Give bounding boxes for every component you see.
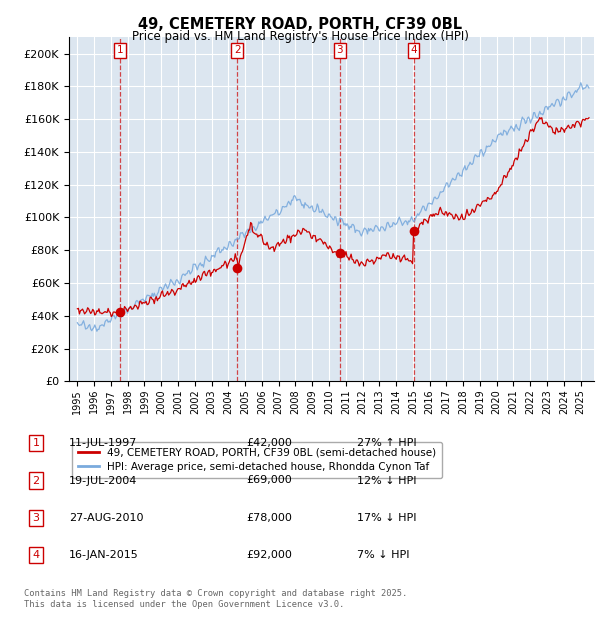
Text: 1: 1 [116,45,123,55]
Text: 3: 3 [337,45,343,55]
Text: £78,000: £78,000 [246,513,292,523]
Text: £69,000: £69,000 [246,476,292,485]
Text: Price paid vs. HM Land Registry's House Price Index (HPI): Price paid vs. HM Land Registry's House … [131,30,469,43]
Text: 11-JUL-1997: 11-JUL-1997 [69,438,137,448]
Text: 7% ↓ HPI: 7% ↓ HPI [357,550,409,560]
Text: 27% ↑ HPI: 27% ↑ HPI [357,438,416,448]
Text: 27-AUG-2010: 27-AUG-2010 [69,513,143,523]
Text: 16-JAN-2015: 16-JAN-2015 [69,550,139,560]
Text: 3: 3 [32,513,40,523]
Text: £42,000: £42,000 [246,438,292,448]
Legend: 49, CEMETERY ROAD, PORTH, CF39 0BL (semi-detached house), HPI: Average price, se: 49, CEMETERY ROAD, PORTH, CF39 0BL (semi… [71,441,442,478]
Text: 17% ↓ HPI: 17% ↓ HPI [357,513,416,523]
Text: 2: 2 [234,45,241,55]
Text: Contains HM Land Registry data © Crown copyright and database right 2025.
This d: Contains HM Land Registry data © Crown c… [24,590,407,609]
Text: 4: 4 [410,45,417,55]
Text: 19-JUL-2004: 19-JUL-2004 [69,476,137,485]
Text: 49, CEMETERY ROAD, PORTH, CF39 0BL: 49, CEMETERY ROAD, PORTH, CF39 0BL [138,17,462,32]
Text: 1: 1 [32,438,40,448]
Text: 4: 4 [32,550,40,560]
Text: 12% ↓ HPI: 12% ↓ HPI [357,476,416,485]
Text: £92,000: £92,000 [246,550,292,560]
Text: 2: 2 [32,476,40,485]
